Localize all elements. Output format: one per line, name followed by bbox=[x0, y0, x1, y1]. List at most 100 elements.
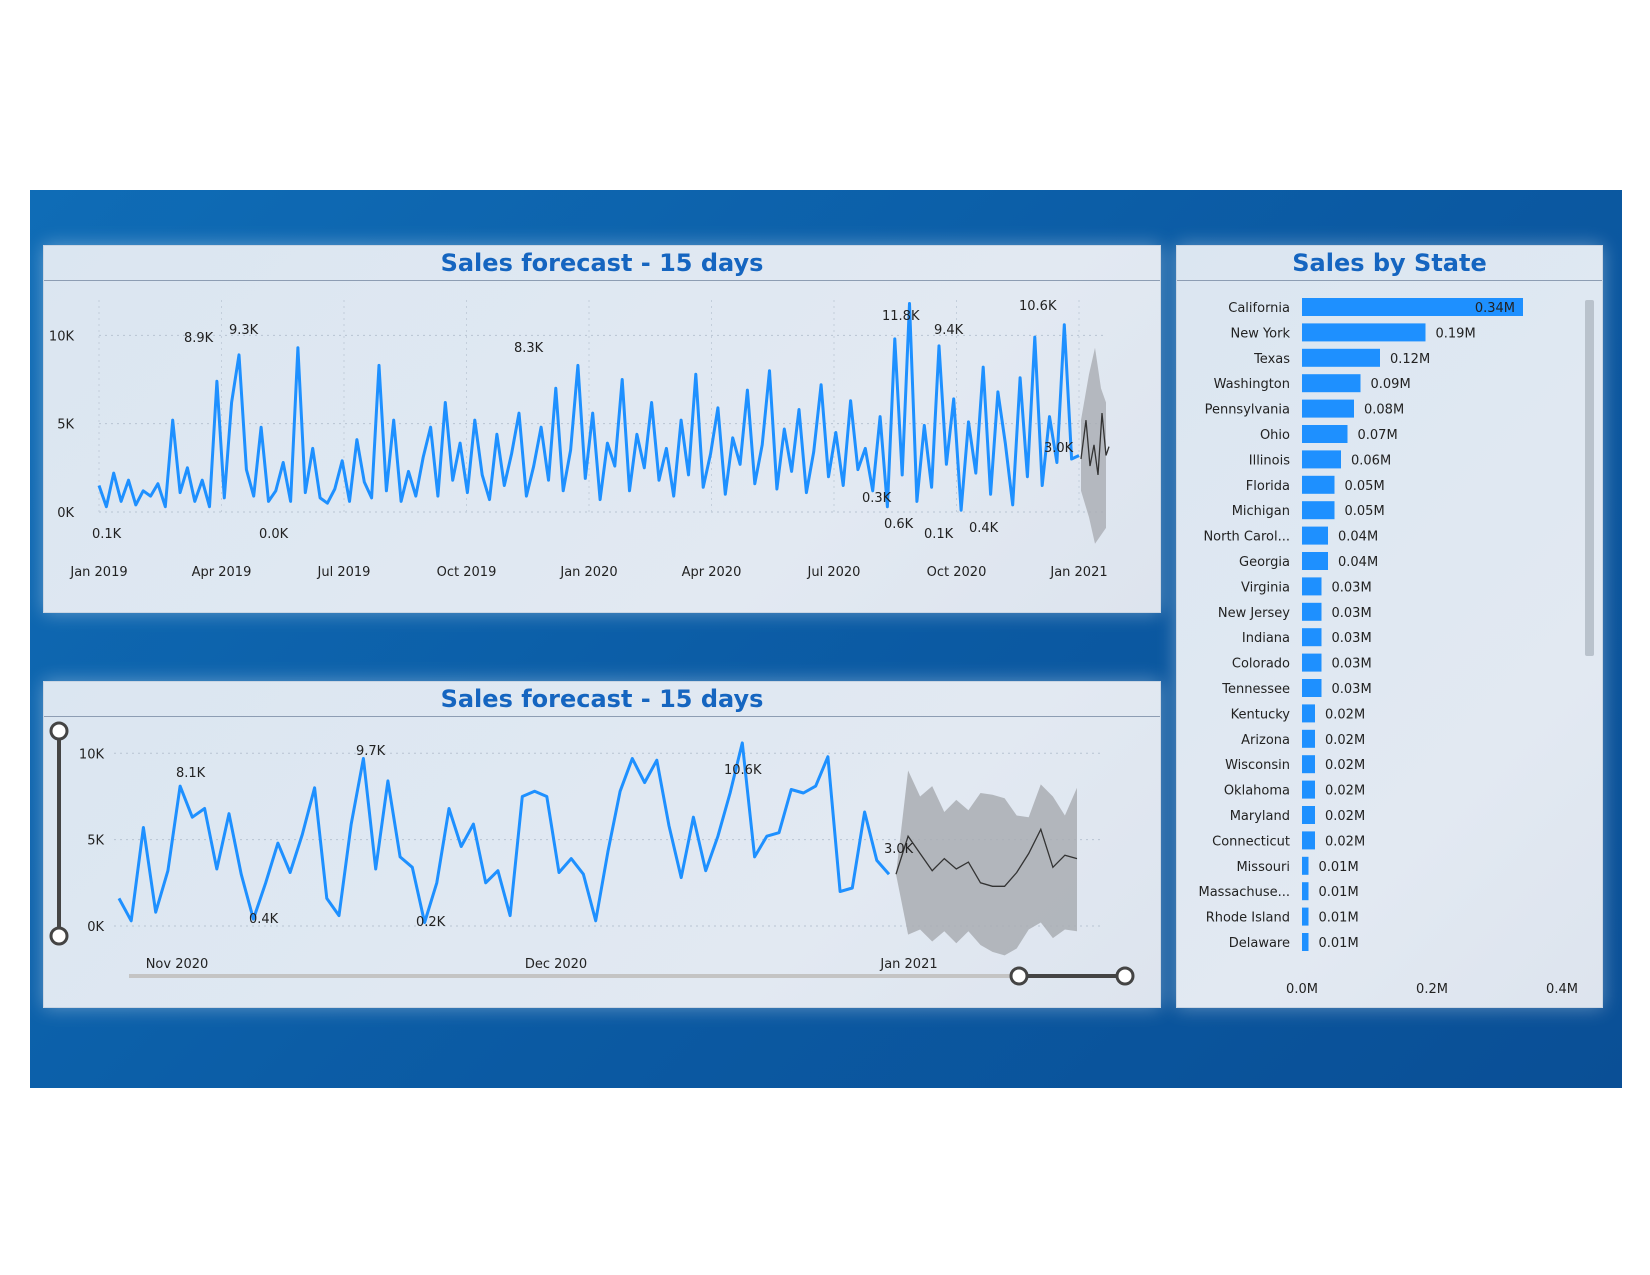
bar-value-label: 0.05M bbox=[1345, 479, 1385, 494]
state-bar bbox=[1302, 780, 1315, 799]
data-label: 9.4K bbox=[934, 323, 964, 338]
state-bar bbox=[1302, 856, 1309, 875]
x-tick-label: Nov 2020 bbox=[146, 957, 209, 972]
state-bar bbox=[1302, 933, 1309, 951]
state-label: Pennsylvania bbox=[1205, 403, 1290, 418]
y-tick-label: 10K bbox=[79, 747, 105, 762]
sales-forecast-panel-top[interactable]: Sales forecast - 15 days 0K 5K 10K Jan 2019… bbox=[43, 245, 1161, 613]
y-tick-label: 10K bbox=[49, 329, 75, 344]
bar-value-label: 0.02M bbox=[1325, 784, 1365, 799]
data-label: 0.1K bbox=[92, 527, 122, 542]
bar-value-label: 0.09M bbox=[1371, 377, 1411, 392]
bar-value-label: 0.04M bbox=[1338, 555, 1378, 570]
state-label: Massachuse... bbox=[1199, 885, 1291, 900]
state-bar bbox=[1302, 602, 1322, 621]
bar-value-label: 0.03M bbox=[1332, 682, 1372, 697]
data-label: 9.3K bbox=[229, 323, 259, 338]
state-label: California bbox=[1228, 301, 1290, 316]
data-label: 0.0K bbox=[259, 527, 289, 542]
data-label: 9.7K bbox=[356, 744, 386, 759]
bar-value-label: 0.05M bbox=[1345, 504, 1385, 519]
y-tick-label: 0K bbox=[57, 506, 74, 521]
state-bar bbox=[1302, 501, 1335, 520]
x-tick-label: Oct 2019 bbox=[437, 565, 497, 580]
sales-forecast-line-chart[interactable]: 0K 5K 10K Jan 2019 Apr 2019 Jul 2019 Oct 2019 J… bbox=[44, 280, 1160, 610]
state-bar bbox=[1302, 729, 1315, 748]
state-bar bbox=[1302, 399, 1354, 418]
state-bar bbox=[1302, 552, 1328, 570]
state-bar bbox=[1302, 653, 1322, 672]
state-bar bbox=[1302, 806, 1315, 824]
y-zoom-handle-bottom[interactable] bbox=[49, 926, 69, 946]
state-label: New York bbox=[1230, 326, 1290, 341]
bar-value-label: 0.03M bbox=[1332, 580, 1372, 595]
data-label: 0.6K bbox=[884, 517, 914, 532]
data-label: 0.4K bbox=[969, 521, 999, 536]
sales-series-line bbox=[117, 741, 891, 924]
state-label: Oklahoma bbox=[1224, 784, 1290, 799]
bar-value-label: 0.02M bbox=[1325, 733, 1365, 748]
panel-title: Sales by State bbox=[1177, 246, 1602, 281]
state-bar bbox=[1302, 323, 1426, 342]
state-label: Washington bbox=[1214, 377, 1290, 392]
bar-value-label: 0.04M bbox=[1338, 530, 1378, 545]
data-label: 8.3K bbox=[514, 341, 544, 356]
state-label: Wisconsin bbox=[1225, 758, 1290, 773]
bar-value-label: 0.03M bbox=[1332, 606, 1372, 621]
sales-forecast-panel-bottom[interactable]: Sales forecast - 15 days 0K 5K 10K Nov 2020… bbox=[43, 681, 1161, 1008]
state-label: Texas bbox=[1253, 352, 1290, 367]
data-label: 8.1K bbox=[176, 766, 206, 781]
x-tick-label: Jan 2019 bbox=[69, 565, 127, 580]
x-zoom-handle-left[interactable] bbox=[1009, 966, 1029, 986]
y-tick-label: 0K bbox=[87, 920, 104, 935]
sales-forecast-zoom-chart[interactable]: 0K 5K 10K Nov 2020 Dec 2020 Jan 2021 8.1K 9.7K 1… bbox=[44, 716, 1160, 1006]
y-zoom-handle-top[interactable] bbox=[49, 721, 69, 741]
bar-value-label: 0.01M bbox=[1319, 885, 1359, 900]
bar-value-label: 0.34M bbox=[1475, 301, 1515, 316]
x-tick-label: Jan 2020 bbox=[559, 565, 617, 580]
state-bar bbox=[1302, 298, 1523, 316]
forecast-line bbox=[1080, 413, 1110, 475]
state-bar bbox=[1302, 475, 1335, 494]
x-tick-label: Apr 2019 bbox=[192, 565, 252, 580]
state-label: Missouri bbox=[1236, 860, 1290, 875]
state-label: Indiana bbox=[1242, 631, 1290, 646]
bar-value-label: 0.08M bbox=[1364, 403, 1404, 418]
state-label: North Carol... bbox=[1203, 530, 1290, 545]
panel-title: Sales forecast - 15 days bbox=[44, 246, 1160, 281]
x-tick-label: 0.2M bbox=[1416, 982, 1448, 997]
state-label: Arizona bbox=[1241, 733, 1290, 748]
bar-value-label: 0.02M bbox=[1325, 809, 1365, 824]
state-bar bbox=[1302, 628, 1322, 647]
bar-value-label: 0.02M bbox=[1325, 707, 1365, 722]
state-bar bbox=[1302, 755, 1315, 774]
state-bar bbox=[1302, 831, 1315, 850]
x-tick-label: Oct 2020 bbox=[927, 565, 987, 580]
vertical-scrollbar[interactable] bbox=[1585, 300, 1594, 656]
state-bar bbox=[1302, 679, 1322, 697]
state-bar bbox=[1302, 374, 1361, 393]
bar-value-label: 0.03M bbox=[1332, 631, 1372, 646]
state-label: Rhode Island bbox=[1206, 911, 1290, 926]
bar-value-label: 0.12M bbox=[1390, 352, 1430, 367]
sales-by-state-panel[interactable]: Sales by State California 0.34M New York 0.… bbox=[1176, 245, 1603, 1008]
state-label: New Jersey bbox=[1218, 606, 1290, 621]
bar-value-label: 0.07M bbox=[1358, 428, 1398, 443]
sales-by-state-bar-chart[interactable]: California 0.34M New York 0.19M Texas 0.12M Wa… bbox=[1177, 280, 1582, 1005]
x-tick-label: Dec 2020 bbox=[525, 957, 587, 972]
state-label: Georgia bbox=[1239, 555, 1290, 570]
x-tick-label: Apr 2020 bbox=[682, 565, 742, 580]
state-bar bbox=[1302, 577, 1322, 596]
bar-value-label: 0.01M bbox=[1319, 911, 1359, 926]
bar-value-label: 0.19M bbox=[1436, 326, 1476, 341]
data-label: 11.8K bbox=[882, 309, 920, 324]
state-label: Illinois bbox=[1249, 453, 1290, 468]
data-label: 0.2K bbox=[416, 915, 446, 930]
x-zoom-handle-right[interactable] bbox=[1115, 966, 1135, 986]
state-bar bbox=[1302, 450, 1341, 469]
dashboard-canvas: Sales forecast - 15 days 0K 5K 10K Jan 2019… bbox=[30, 190, 1622, 1088]
state-bar bbox=[1302, 425, 1348, 443]
state-bar bbox=[1302, 882, 1309, 901]
data-label: 0.1K bbox=[924, 527, 954, 542]
x-tick-label: Jan 2021 bbox=[879, 957, 937, 972]
